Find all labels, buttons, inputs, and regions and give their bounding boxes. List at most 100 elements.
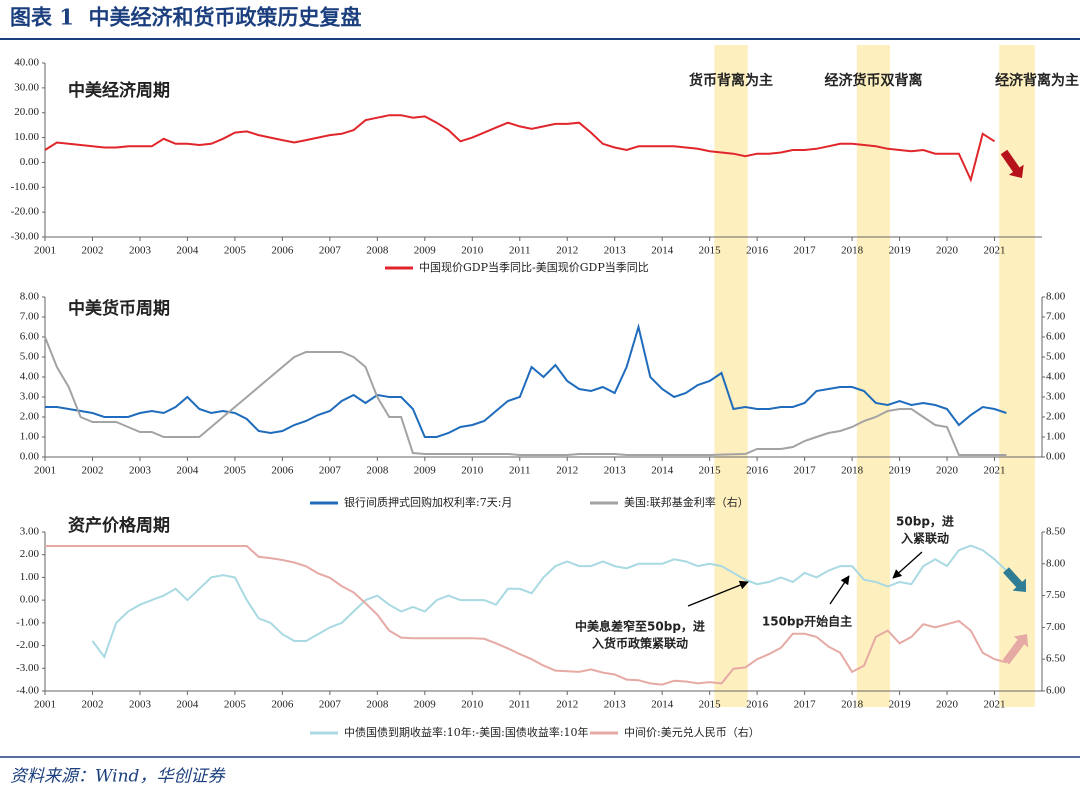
x-tick-label: 2005 bbox=[224, 245, 247, 257]
annotation-arrow bbox=[892, 551, 923, 579]
y-tick-label: -2.00 bbox=[16, 639, 39, 651]
y-tick-label: 3.00 bbox=[20, 526, 40, 538]
x-tick-label: 2005 bbox=[224, 699, 247, 711]
highlight-band bbox=[856, 45, 891, 707]
y-tick-label: 0.00 bbox=[20, 594, 40, 606]
y-tick-label: 3.00 bbox=[20, 391, 40, 403]
y2-tick-label: 6.00 bbox=[1046, 685, 1066, 697]
trend-arrow bbox=[1000, 149, 1024, 178]
x-tick-label: 2007 bbox=[319, 465, 342, 477]
x-tick-label: 2018 bbox=[841, 699, 864, 711]
x-tick-label: 2003 bbox=[129, 699, 152, 711]
legend-label: 中债国债到期收益率:10年:-美国:国债收益率:10年 bbox=[344, 725, 589, 739]
panel-title: 资产价格周期 bbox=[68, 515, 170, 536]
highlight-band bbox=[999, 45, 1035, 707]
y2-tick-label: 8.50 bbox=[1046, 526, 1066, 538]
y-tick-label: 6.00 bbox=[20, 331, 40, 343]
y2-tick-label: 6.50 bbox=[1046, 653, 1066, 665]
x-tick-label: 2003 bbox=[129, 245, 152, 257]
y2-tick-label: 1.00 bbox=[1046, 431, 1066, 443]
series-line bbox=[44, 336, 1007, 456]
x-tick-label: 2013 bbox=[604, 465, 627, 477]
x-tick-label: 2002 bbox=[81, 465, 103, 477]
annotation: 入紧联动 bbox=[901, 531, 949, 546]
y-tick-label: 8.00 bbox=[20, 291, 40, 303]
y-tick-label: -4.00 bbox=[16, 685, 39, 697]
y-tick-label: 2.00 bbox=[20, 411, 40, 423]
x-tick-label: 2014 bbox=[651, 465, 674, 477]
x-tick-label: 2020 bbox=[936, 465, 959, 477]
band-label: 经济货币双背离 bbox=[824, 72, 922, 89]
x-tick-label: 2006 bbox=[271, 699, 294, 711]
x-tick-label: 2018 bbox=[841, 465, 864, 477]
x-tick-label: 2008 bbox=[366, 245, 389, 257]
x-tick-label: 2012 bbox=[556, 465, 578, 477]
x-tick-label: 2006 bbox=[271, 245, 294, 257]
x-tick-label: 2001 bbox=[34, 699, 56, 711]
source: 资料来源：Wind，华创证券 bbox=[10, 767, 226, 787]
y-tick-label: 30.00 bbox=[14, 81, 39, 93]
x-tick-label: 2020 bbox=[936, 699, 959, 711]
y-tick-label: 1.00 bbox=[20, 431, 40, 443]
x-tick-label: 2007 bbox=[319, 245, 342, 257]
annotation: 50bp，进 bbox=[896, 514, 954, 529]
x-tick-label: 2012 bbox=[556, 245, 578, 257]
x-tick-label: 2004 bbox=[176, 465, 199, 477]
legend-label: 美国:联邦基金利率（右） bbox=[624, 495, 749, 509]
x-tick-label: 2011 bbox=[509, 699, 531, 711]
x-tick-label: 2010 bbox=[461, 699, 484, 711]
legend-label: 银行间质押式回购加权利率:7天:月 bbox=[344, 495, 512, 509]
x-tick-label: 2017 bbox=[794, 465, 817, 477]
x-tick-label: 2011 bbox=[509, 245, 531, 257]
y-tick-label: -1.00 bbox=[16, 616, 39, 628]
trend-arrow bbox=[1003, 567, 1026, 592]
x-tick-label: 2017 bbox=[794, 245, 817, 257]
annotation: 入货币政策紧联动 bbox=[592, 636, 688, 651]
x-tick-label: 2013 bbox=[604, 245, 627, 257]
x-tick-label: 2010 bbox=[461, 465, 484, 477]
y2-tick-label: 8.00 bbox=[1046, 557, 1066, 569]
page-title: 图表 1 中美经济和货币政策历史复盘 bbox=[10, 5, 362, 30]
x-tick-label: 2004 bbox=[176, 699, 199, 711]
series-line bbox=[45, 323, 1007, 438]
legend-label: 中间价:美元兑人民币（右） bbox=[624, 725, 760, 739]
x-tick-label: 2019 bbox=[889, 465, 912, 477]
x-tick-label: 2009 bbox=[414, 465, 437, 477]
series-line bbox=[91, 544, 1008, 660]
y2-tick-label: 6.00 bbox=[1046, 331, 1066, 343]
y2-tick-label: 2.00 bbox=[1046, 411, 1066, 423]
y-tick-label: 4.00 bbox=[20, 371, 40, 383]
annotation-arrow bbox=[829, 575, 850, 605]
y-tick-label: 1.00 bbox=[20, 571, 40, 583]
x-tick-label: 2014 bbox=[651, 699, 674, 711]
x-tick-label: 2021 bbox=[984, 465, 1006, 477]
x-tick-label: 2004 bbox=[176, 245, 199, 257]
x-tick-label: 2015 bbox=[699, 465, 722, 477]
x-tick-label: 2008 bbox=[366, 699, 389, 711]
band-label: 货币背离为主 bbox=[688, 72, 773, 89]
x-tick-label: 2002 bbox=[81, 245, 103, 257]
x-tick-label: 2021 bbox=[984, 245, 1006, 257]
y2-tick-label: 5.00 bbox=[1046, 351, 1066, 363]
panel-title: 中美经济周期 bbox=[68, 80, 170, 101]
x-tick-label: 2003 bbox=[129, 465, 152, 477]
x-tick-label: 2019 bbox=[889, 699, 912, 711]
y2-tick-label: 8.00 bbox=[1046, 291, 1066, 303]
y-tick-label: 10.00 bbox=[14, 131, 39, 143]
legend-label: 中国现价GDP当季同比-美国现价GDP当季同比 bbox=[419, 260, 649, 274]
x-tick-label: 2009 bbox=[414, 245, 437, 257]
x-tick-label: 2001 bbox=[34, 245, 56, 257]
annotation: 150bp开始自主 bbox=[762, 614, 852, 629]
x-tick-label: 2012 bbox=[556, 699, 578, 711]
y-tick-label: 5.00 bbox=[20, 351, 40, 363]
x-tick-label: 2007 bbox=[319, 699, 342, 711]
y-tick-label: 7.00 bbox=[20, 311, 40, 323]
x-tick-label: 2016 bbox=[746, 245, 769, 257]
y-tick-label: -30.00 bbox=[11, 231, 40, 243]
y-tick-label: 40.00 bbox=[14, 57, 39, 69]
y2-tick-label: 7.00 bbox=[1046, 311, 1066, 323]
annotation: 中美息差窄至50bp，进 bbox=[575, 619, 705, 634]
x-tick-label: 2021 bbox=[984, 699, 1006, 711]
trend-arrow bbox=[1002, 634, 1029, 665]
x-tick-label: 2009 bbox=[414, 699, 437, 711]
